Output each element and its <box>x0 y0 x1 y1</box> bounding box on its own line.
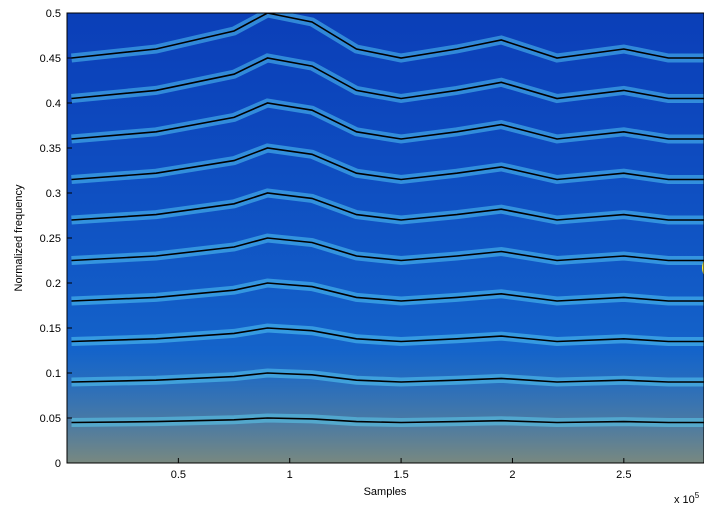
y-tick-label: 0.2 <box>46 278 61 290</box>
x-multiplier-exponent: 5 <box>695 491 700 500</box>
x-multiplier: x 105 <box>674 491 700 506</box>
y-tick-label: 0.25 <box>40 233 61 245</box>
x-tick-label: 2.5 <box>616 469 631 481</box>
harmonic-track <box>71 57 704 100</box>
x-tick-label: 2 <box>509 469 515 481</box>
y-tick-label: 0.1 <box>46 368 61 380</box>
y-tick-label: 0.3 <box>46 188 61 200</box>
y-tick-label: 0.05 <box>40 413 61 425</box>
y-tick-label: 0.15 <box>40 323 61 335</box>
x-axis-label: Samples <box>364 486 407 498</box>
y-tick-label: 0.45 <box>40 53 61 65</box>
harmonic-track <box>71 372 704 383</box>
harmonic-track <box>71 327 704 343</box>
y-tick-label: 0.5 <box>46 8 61 20</box>
harmonic-track <box>71 282 704 302</box>
x-tick-label: 1 <box>287 469 293 481</box>
spectrogram-low-energy <box>67 13 704 463</box>
harmonic-track <box>71 147 704 181</box>
harmonic-track <box>71 102 704 140</box>
harmonic-track <box>71 192 704 221</box>
y-tick-label: 0.4 <box>46 98 61 110</box>
x-tick-label: 0.5 <box>171 469 186 481</box>
x-tick-label: 1.5 <box>393 469 408 481</box>
x-multiplier-base: x 10 <box>674 494 695 506</box>
plot-area <box>67 13 704 463</box>
harmonic-track <box>71 237 704 262</box>
harmonic-track <box>71 13 704 59</box>
y-tick-label: 0.35 <box>40 143 61 155</box>
y-axis-label: Normalized frequency <box>13 184 25 291</box>
y-tick-label: 0 <box>55 458 61 470</box>
harmonic-track <box>71 417 704 424</box>
